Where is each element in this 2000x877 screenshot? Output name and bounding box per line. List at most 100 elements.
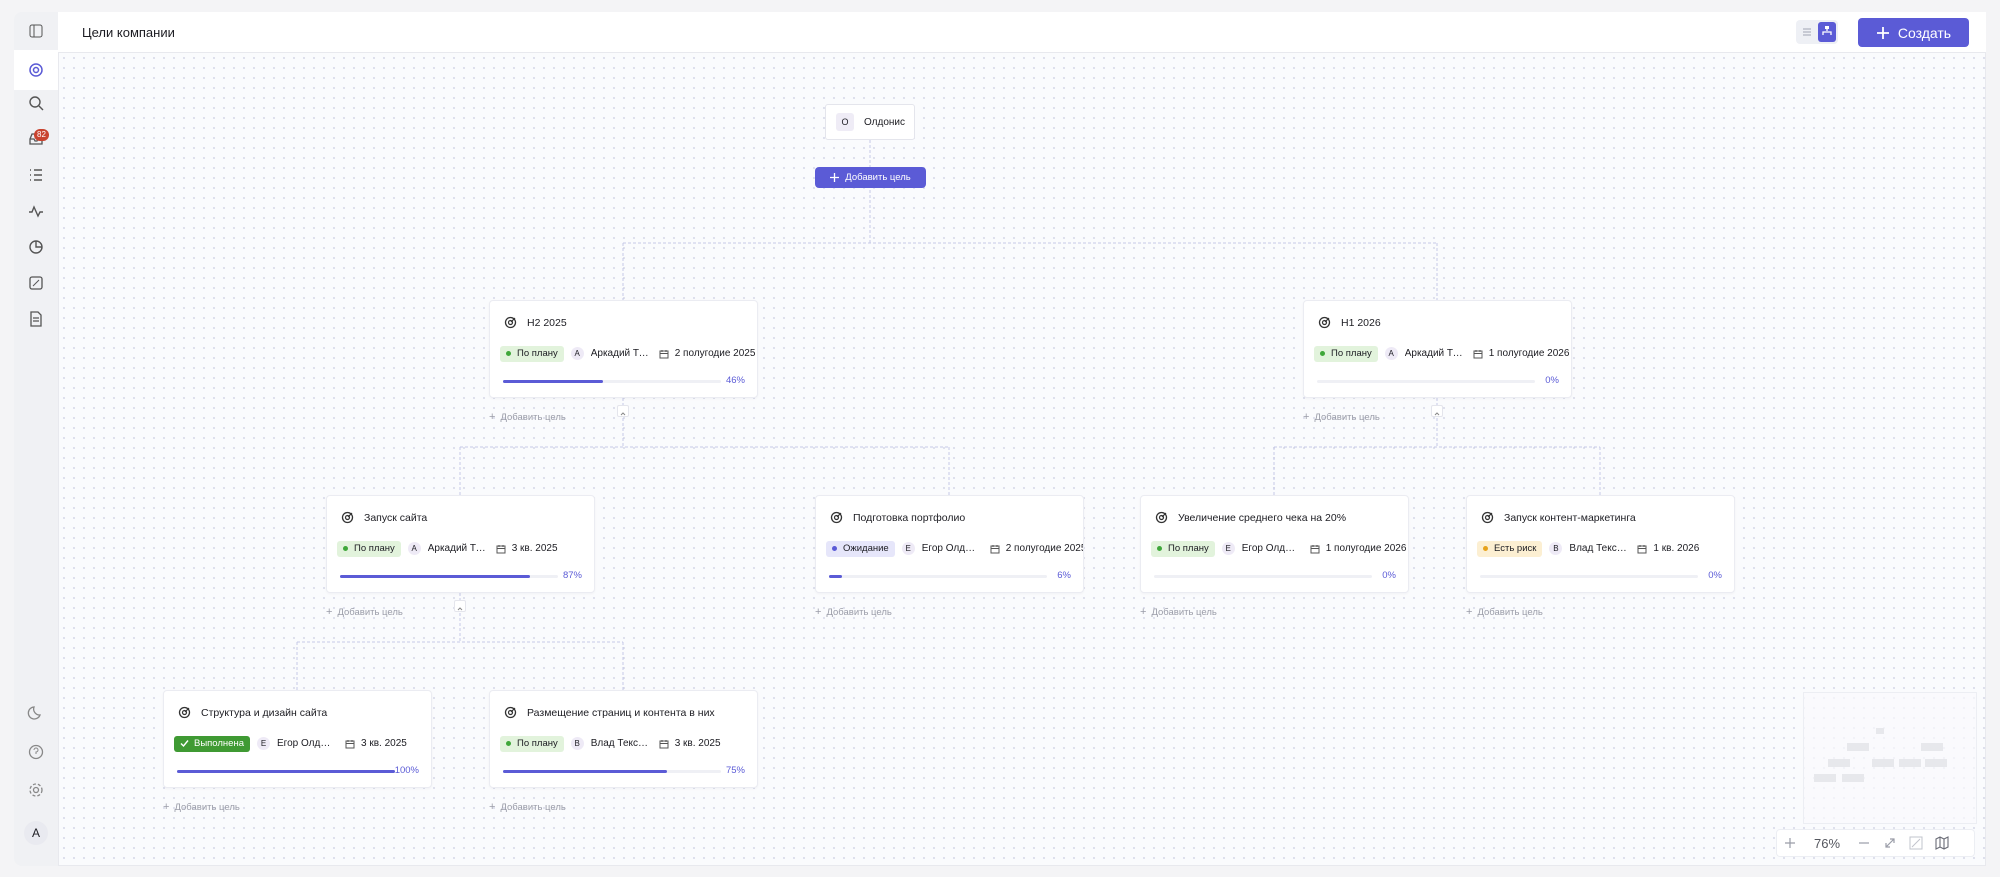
goal-title: H1 2026 xyxy=(1341,317,1381,329)
nav-item[interactable] xyxy=(18,304,54,334)
goal-period: 3 кв. 2025 xyxy=(361,738,407,749)
nav-item[interactable] xyxy=(18,160,54,190)
plus: + xyxy=(489,801,496,813)
icon-part xyxy=(1872,759,1894,767)
fullscreen[interactable] xyxy=(1903,830,1929,856)
icon-part xyxy=(29,205,43,218)
icon-part xyxy=(1828,759,1850,767)
nav-item[interactable] xyxy=(18,196,54,226)
goal-card[interactable]: H1 2026 По плану А Аркадий Титов 1 полугодие… xyxy=(1303,300,1572,398)
status-badge[interactable]: По плану xyxy=(337,540,401,557)
icon-part xyxy=(1899,759,1921,767)
goal-title: Запуск сайта xyxy=(364,512,428,524)
status-dot xyxy=(832,546,837,551)
icon-part xyxy=(29,24,43,38)
goal-card[interactable]: Размещение страниц и контента в них По пл… xyxy=(489,690,758,788)
status-badge[interactable]: По плану xyxy=(500,735,564,752)
root-node[interactable]: О Олдонис xyxy=(825,104,915,140)
icon-part xyxy=(29,96,41,108)
icon-part xyxy=(1318,316,1331,329)
icon-part xyxy=(1638,544,1647,549)
goal-card[interactable]: Структура и дизайн сайта Выполнена Е Егор О… xyxy=(163,690,432,788)
icon-part xyxy=(836,512,842,518)
create-button[interactable]: Создать xyxy=(1858,18,1969,47)
root-add-button[interactable]: Добавить цель xyxy=(815,167,926,188)
icon-part xyxy=(1310,545,1320,553)
icon-part xyxy=(29,276,43,290)
add-goal-link[interactable]: + Добавить цель xyxy=(163,801,240,813)
progress-label: 0% xyxy=(1545,375,1559,386)
status-badge[interactable]: Ожидание xyxy=(826,540,895,557)
goal-card[interactable]: Запуск сайта По плану А Аркадий Титов 3 кв. … xyxy=(326,495,595,593)
nav-item[interactable] xyxy=(18,698,54,728)
add-goal-link[interactable]: + Добавить цель xyxy=(489,411,566,423)
icon-part xyxy=(830,511,843,524)
collapse-toggle[interactable] xyxy=(454,600,466,612)
nav-item[interactable] xyxy=(18,268,54,298)
add-goal-link[interactable]: + Добавить цель xyxy=(489,801,566,813)
nav-item[interactable] xyxy=(18,737,54,767)
icon-part xyxy=(1481,511,1494,524)
icon-part xyxy=(1876,728,1884,734)
status-badge[interactable]: По плану xyxy=(500,345,564,362)
owner-name: Влад Текстов xyxy=(1569,543,1628,554)
user-avatar[interactable]: А xyxy=(24,821,48,845)
add-goal-link[interactable]: + Добавить цель xyxy=(1140,606,1217,618)
add-goal-link[interactable]: + Добавить цель xyxy=(1466,606,1543,618)
nav-item[interactable] xyxy=(14,50,58,90)
icon-part xyxy=(1310,544,1319,549)
list-view-button[interactable] xyxy=(1798,22,1816,42)
add-goal-link[interactable]: + Добавить цель xyxy=(815,606,892,618)
progress-track xyxy=(340,575,558,578)
status-badge[interactable]: Выполнена xyxy=(174,735,250,752)
tree-view-button[interactable] xyxy=(1818,22,1836,42)
nav-item[interactable] xyxy=(18,88,54,118)
goal-card[interactable]: Увеличение среднего чека на 20% По плану Е… xyxy=(1140,495,1409,593)
add-goal-link[interactable]: + Добавить цель xyxy=(326,606,403,618)
icon-part xyxy=(1911,838,1921,848)
icon-part xyxy=(507,709,514,716)
owner-avatar: А xyxy=(570,347,584,360)
icon-part xyxy=(1161,512,1167,518)
goal-period: 1 полугодие 2026 xyxy=(1325,543,1407,554)
goal-card[interactable]: Запуск контент-маркетинга Есть риск В Влад … xyxy=(1466,495,1735,593)
zoom-in[interactable] xyxy=(1777,830,1803,856)
minimap-toggle[interactable] xyxy=(1929,830,1955,856)
goal-card[interactable]: Подготовка портфолио Ожидание Е Егор Олдони… xyxy=(815,495,1084,593)
nav-item[interactable] xyxy=(18,16,54,46)
icon-part xyxy=(29,783,43,797)
icon-part xyxy=(659,740,669,748)
add-goal-label: Добавить цель xyxy=(337,607,403,618)
inbox-badge: 82 xyxy=(34,129,49,141)
icon-part xyxy=(28,744,44,760)
minimap[interactable] xyxy=(1803,692,1977,824)
goal-period: 2 полугодие 2025 xyxy=(674,348,756,359)
icon-part xyxy=(178,706,191,719)
add-goal-link[interactable]: + Добавить цель xyxy=(1303,411,1380,423)
icon-part xyxy=(1484,514,1491,521)
goal-card[interactable]: H2 2025 По плану А Аркадий Титов 2 полугодие… xyxy=(489,300,758,398)
icon-part xyxy=(32,786,40,794)
icon-part xyxy=(30,169,42,181)
status-badge[interactable]: По плану xyxy=(1151,540,1215,557)
icon-part xyxy=(29,96,44,111)
status-label: По плану xyxy=(517,738,558,749)
status-badge[interactable]: Есть риск xyxy=(1477,540,1543,557)
zoom-out[interactable] xyxy=(1851,830,1877,856)
status-badge[interactable]: По плану xyxy=(1314,345,1378,362)
nav-item[interactable] xyxy=(18,775,54,805)
icon-part xyxy=(1847,743,1869,751)
icon-part xyxy=(345,739,355,748)
goal-icon xyxy=(1481,511,1494,524)
goal-icon xyxy=(504,706,517,719)
nav-item[interactable] xyxy=(18,232,54,262)
goal-meta: По плану В Влад Текстов 3 кв. 2025 xyxy=(500,735,757,752)
icon-part xyxy=(1310,544,1320,553)
plus: + xyxy=(163,801,170,813)
fit-view[interactable] xyxy=(1877,830,1903,856)
icon-part xyxy=(457,607,463,611)
collapse-toggle[interactable] xyxy=(617,405,629,417)
collapse-toggle[interactable] xyxy=(1431,405,1443,417)
